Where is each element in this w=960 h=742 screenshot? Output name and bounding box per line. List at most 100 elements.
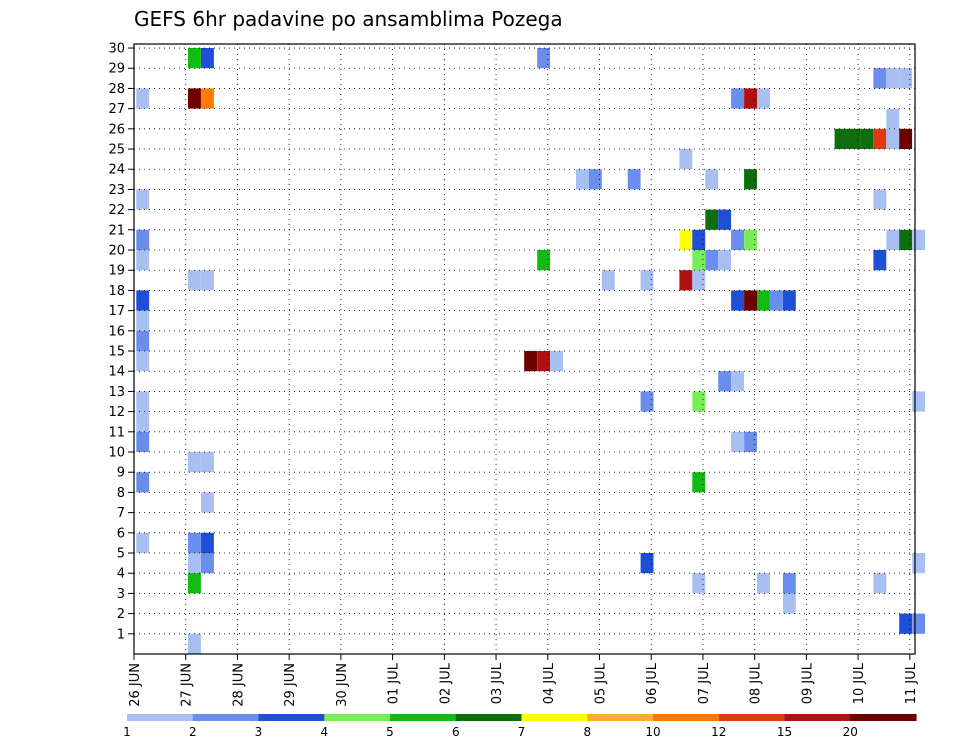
heat-cell bbox=[744, 290, 757, 311]
color-scale-swatch bbox=[455, 714, 523, 721]
color-scale-swatch bbox=[390, 714, 457, 721]
y-tick-label: 23 bbox=[108, 183, 125, 198]
heat-cell bbox=[136, 532, 150, 553]
color-scale-swatch bbox=[258, 714, 325, 721]
heat-cell bbox=[899, 68, 913, 89]
heat-cell bbox=[692, 391, 706, 412]
x-tick-label: 06 JUL bbox=[645, 662, 660, 704]
heat-cell bbox=[188, 633, 201, 654]
heat-cell bbox=[847, 128, 861, 149]
plot-frame bbox=[133, 43, 916, 655]
heat-cell bbox=[136, 330, 150, 351]
heat-cell bbox=[718, 371, 732, 392]
heat-cell bbox=[136, 88, 150, 109]
heat-cell bbox=[136, 472, 150, 493]
color-scale-swatch bbox=[653, 714, 720, 721]
x-tick-label: 08 JUL bbox=[749, 662, 764, 704]
x-tick-label: 01 JUL bbox=[387, 662, 402, 704]
heat-cell bbox=[136, 310, 150, 331]
color-scale-swatch bbox=[127, 714, 194, 721]
heat-cell bbox=[899, 128, 913, 149]
heat-cell bbox=[705, 209, 719, 230]
heat-cell bbox=[201, 452, 214, 473]
x-tick-label: 09 JUL bbox=[800, 662, 815, 704]
color-scale-swatch bbox=[850, 714, 917, 721]
color-scale-label: 15 bbox=[777, 725, 792, 739]
heat-cell bbox=[912, 613, 926, 634]
heat-cell bbox=[873, 68, 887, 89]
x-tick-label: 07 JUL bbox=[697, 662, 712, 704]
heat-cell bbox=[136, 250, 150, 271]
heat-cell bbox=[757, 290, 770, 311]
heat-cell bbox=[886, 108, 900, 129]
color-scale-label: 1 bbox=[123, 725, 131, 739]
color-scale-label: 10 bbox=[645, 725, 660, 739]
heat-cell bbox=[744, 431, 757, 452]
color-scale-swatch bbox=[587, 714, 654, 721]
heat-cell bbox=[188, 270, 201, 291]
heat-cell bbox=[731, 229, 744, 250]
heat-cell bbox=[679, 149, 693, 170]
heat-cell bbox=[886, 68, 900, 89]
color-scale-label: 4 bbox=[320, 725, 328, 739]
heat-cell bbox=[188, 88, 201, 109]
heat-cell bbox=[201, 492, 214, 513]
color-scale-swatch bbox=[324, 714, 391, 721]
color-scale-label: 7 bbox=[518, 725, 526, 739]
heat-cell bbox=[886, 128, 900, 149]
heat-cell bbox=[912, 391, 926, 412]
x-tick-label: 28 JUN bbox=[231, 663, 246, 707]
y-tick-label: 21 bbox=[108, 223, 125, 238]
heat-cell bbox=[136, 290, 150, 311]
heat-cell bbox=[744, 229, 757, 250]
color-scale-swatch bbox=[521, 714, 588, 721]
heat-cell bbox=[136, 391, 150, 412]
heat-cell bbox=[873, 189, 887, 210]
heat-cell bbox=[201, 553, 214, 574]
heat-cell bbox=[873, 250, 887, 271]
heat-cell bbox=[188, 553, 201, 574]
heat-cell bbox=[692, 573, 706, 594]
y-tick-label: 4 bbox=[117, 567, 125, 582]
y-tick-label: 2 bbox=[117, 607, 125, 622]
heat-cell bbox=[860, 128, 874, 149]
heat-cell bbox=[627, 169, 641, 190]
heat-cell bbox=[136, 189, 150, 210]
y-tick-label: 25 bbox=[108, 143, 125, 158]
heat-cell bbox=[601, 270, 615, 291]
color-scale-swatch bbox=[718, 714, 786, 721]
heat-cell bbox=[731, 88, 744, 109]
x-tick-label: 03 JUL bbox=[490, 662, 505, 704]
heat-cell bbox=[744, 169, 757, 190]
x-tick-label: 26 JUN bbox=[128, 663, 143, 707]
heat-cell bbox=[136, 351, 150, 372]
heat-cell bbox=[744, 88, 757, 109]
y-tick-label: 15 bbox=[108, 345, 125, 360]
y-tick-label: 19 bbox=[108, 264, 125, 279]
x-tick-label: 27 JUN bbox=[180, 663, 195, 707]
y-tick-label: 18 bbox=[108, 284, 125, 299]
x-tick-label: 02 JUL bbox=[438, 662, 453, 704]
heat-cell bbox=[679, 270, 693, 291]
heat-cell bbox=[188, 48, 201, 69]
x-tick-label: 11 JUL bbox=[904, 662, 919, 704]
y-tick-label: 9 bbox=[117, 466, 125, 481]
heat-cell bbox=[731, 290, 744, 311]
y-axis: 1234567891011121314151617181920212223242… bbox=[108, 42, 134, 642]
color-scale-label: 5 bbox=[386, 725, 394, 739]
chart-title: GEFS 6hr padavine po ansamblima Pozega bbox=[134, 7, 563, 31]
heat-cell bbox=[757, 88, 770, 109]
color-scale-label: 8 bbox=[583, 725, 591, 739]
heat-cell bbox=[718, 250, 732, 271]
heat-cell bbox=[757, 573, 770, 594]
heat-cell bbox=[692, 229, 706, 250]
y-tick-label: 11 bbox=[108, 425, 125, 440]
color-scale-label: 12 bbox=[711, 725, 726, 739]
y-tick-label: 28 bbox=[108, 82, 125, 97]
y-tick-label: 10 bbox=[108, 446, 125, 461]
heat-cell bbox=[731, 431, 744, 452]
x-axis: 26 JUN 27 JUN 28 JUN 29 JUN 30 JUN 01 JUL 02 J… bbox=[128, 654, 919, 707]
heat-cell bbox=[576, 169, 589, 190]
heat-cell bbox=[640, 553, 654, 574]
